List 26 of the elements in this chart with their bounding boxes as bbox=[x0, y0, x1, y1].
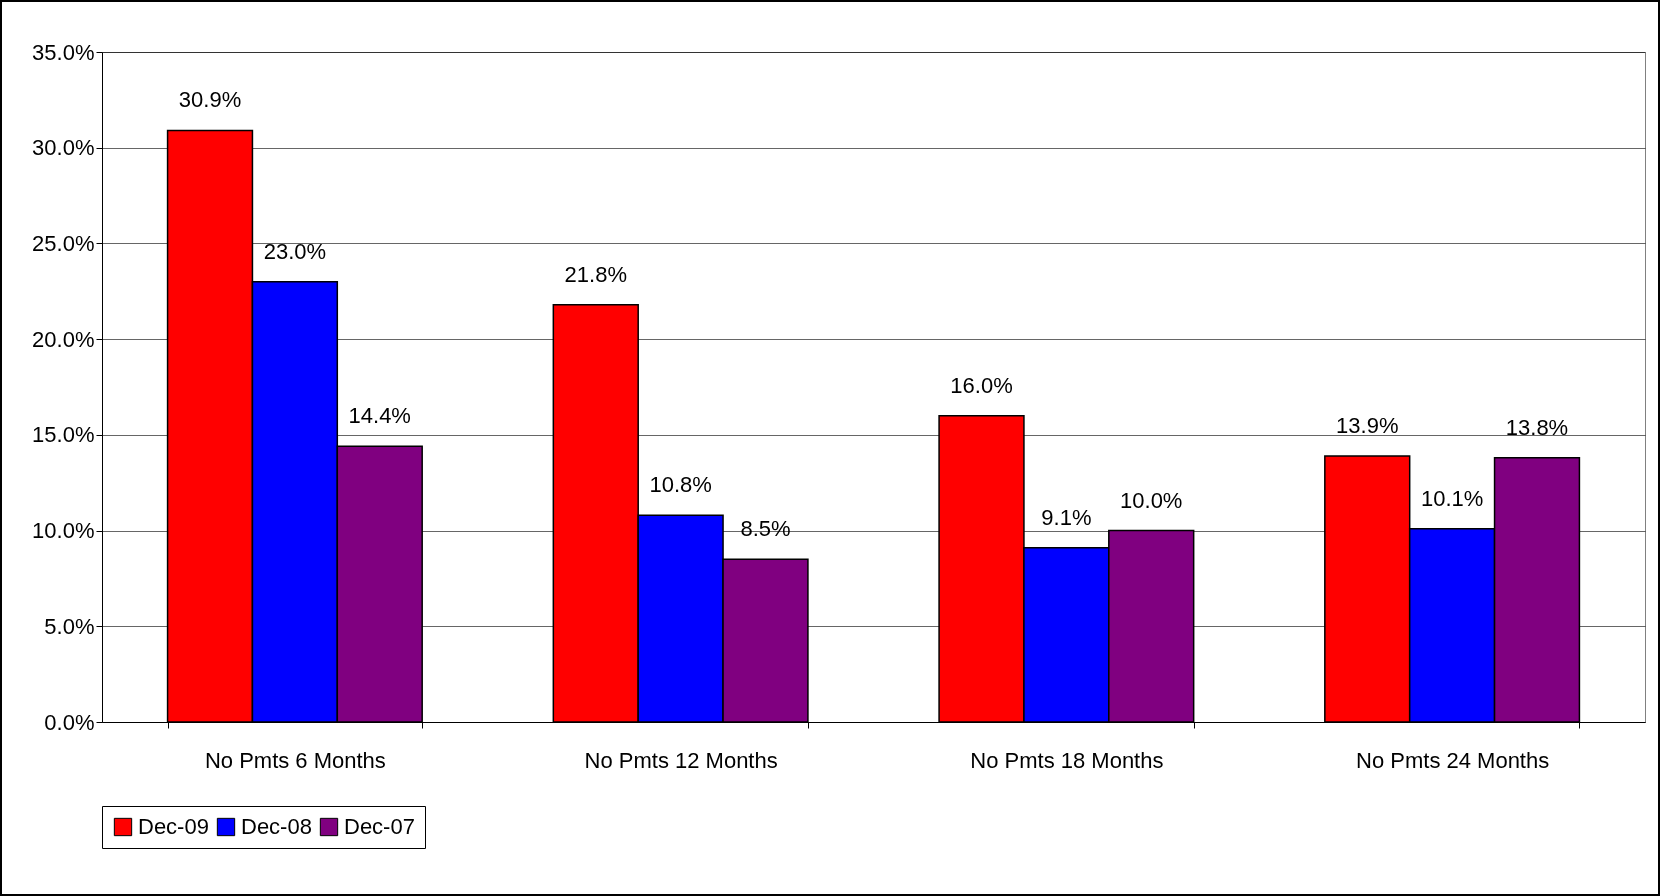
y-tick-label: 20.0% bbox=[32, 326, 95, 352]
data-label: 13.9% bbox=[1336, 412, 1399, 438]
data-label: 10.0% bbox=[1120, 487, 1183, 513]
data-label: 21.8% bbox=[564, 261, 627, 287]
y-tick-label: 25.0% bbox=[32, 230, 95, 256]
x-tick-label: No Pmts 24 Months bbox=[1356, 747, 1550, 773]
x-tick-label: No Pmts 18 Months bbox=[970, 747, 1164, 773]
y-tick-label: 5.0% bbox=[44, 613, 95, 639]
legend-label: Dec-09 bbox=[138, 814, 209, 839]
legend-label: Dec-07 bbox=[344, 814, 415, 839]
y-tick-label: 15.0% bbox=[32, 422, 95, 448]
data-label: 10.8% bbox=[649, 472, 712, 498]
y-tick-label: 0.0% bbox=[44, 709, 95, 735]
y-tick-label: 35.0% bbox=[32, 39, 95, 65]
data-label: 16.0% bbox=[950, 372, 1013, 398]
data-label: 10.1% bbox=[1420, 485, 1484, 511]
data-label: 9.1% bbox=[1041, 504, 1092, 530]
y-tick-label: 30.0% bbox=[32, 135, 95, 161]
data-label: 23.0% bbox=[263, 238, 327, 264]
legend-label: Dec-08 bbox=[241, 814, 312, 839]
data-label: 30.9% bbox=[178, 87, 242, 113]
x-tick-label: No Pmts 6 Months bbox=[204, 747, 386, 773]
y-tick-label: 10.0% bbox=[32, 518, 95, 544]
data-label: 13.8% bbox=[1505, 414, 1569, 440]
data-label: 14.4% bbox=[348, 403, 411, 429]
x-tick-label: No Pmts 12 Months bbox=[584, 747, 778, 773]
